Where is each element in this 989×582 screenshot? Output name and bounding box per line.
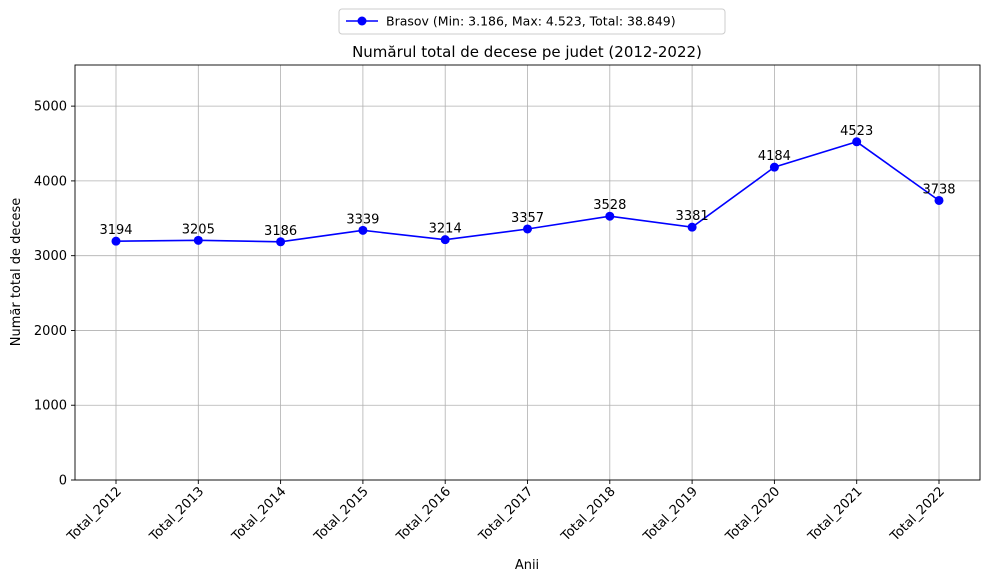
y-tick-label: 3000 [34, 249, 67, 264]
y-tick-label: 4000 [34, 174, 67, 189]
x-tick-label: Total_2018 [558, 484, 619, 545]
data-point [193, 235, 203, 245]
plot-area: 0 1000 2000 3000 4000 5000 Total_2012 Total_201… [34, 64, 981, 545]
data-label: 3339 [346, 212, 379, 227]
x-tick-label: Total_2020 [722, 484, 783, 545]
x-tick-label: Total_2016 [393, 484, 454, 545]
data-label: 4184 [758, 149, 791, 164]
data-point [934, 195, 944, 205]
y-tick-label: 5000 [34, 100, 67, 115]
data-point [852, 137, 862, 147]
chart-title: Numărul total de decese pe judet (2012-2… [352, 43, 702, 61]
data-point [440, 235, 450, 245]
x-tick-label: Total_2013 [146, 484, 207, 545]
data-point [358, 225, 368, 235]
y-axis-label: Număr total de decese [9, 198, 24, 346]
data-point [276, 237, 286, 247]
x-tick-label: Total_2012 [64, 484, 125, 545]
x-tick-label: Total_2017 [476, 484, 537, 545]
data-label: 4523 [840, 124, 873, 139]
legend-marker-sample [357, 16, 367, 26]
y-tick-label: 1000 [34, 399, 67, 414]
data-label: 3357 [511, 211, 544, 226]
data-point [605, 211, 615, 221]
legend-label: Brasov (Min: 3.186, Max: 4.523, Total: 3… [386, 14, 676, 29]
data-point [769, 162, 779, 172]
legend-box [338, 8, 726, 35]
x-tick-label: Total_2014 [229, 484, 290, 545]
y-tick-label: 2000 [34, 324, 67, 339]
data-point [111, 236, 121, 246]
x-axis-label: Anii [515, 558, 539, 573]
data-label: 3194 [99, 223, 132, 238]
x-tick-label: Total_2021 [805, 484, 866, 545]
data-label: 3381 [676, 209, 709, 224]
data-point [523, 224, 532, 234]
data-label: 3186 [264, 224, 297, 239]
data-label: 3528 [593, 198, 626, 213]
data-point [687, 222, 697, 232]
data-label: 3214 [429, 222, 462, 237]
x-tick-label: Total_2015 [311, 484, 372, 545]
data-label: 3205 [182, 222, 215, 237]
y-tick-label: 0 [59, 474, 67, 489]
x-tick-label: Total_2022 [887, 484, 948, 545]
data-label: 3738 [922, 182, 955, 197]
x-tick-label: Total_2019 [640, 484, 701, 545]
legend: Brasov (Min: 3.186, Max: 4.523, Total: 3… [338, 8, 726, 35]
